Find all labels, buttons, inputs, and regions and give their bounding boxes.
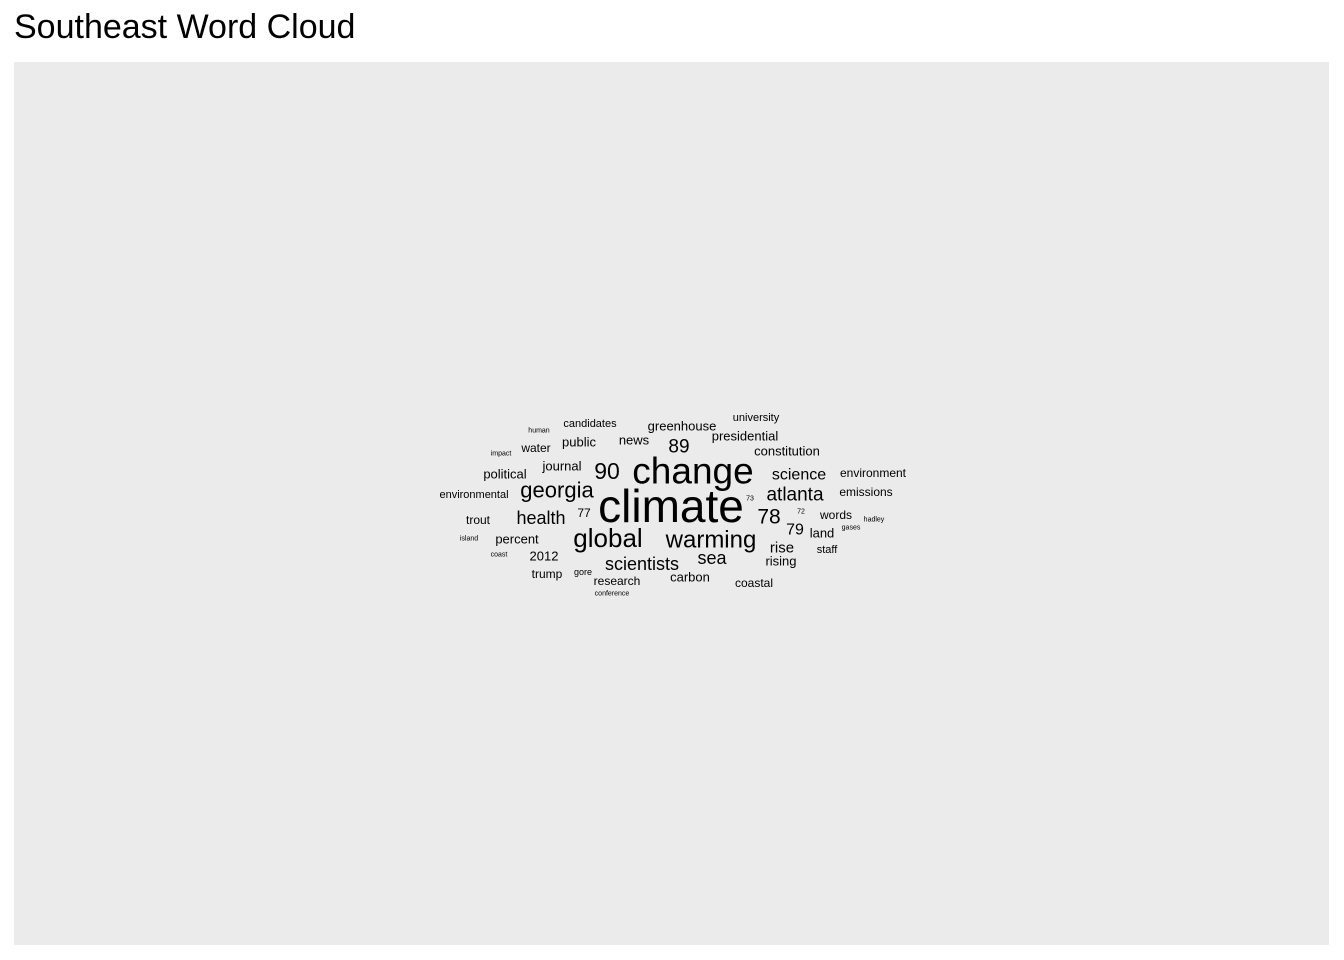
word-gore: gore bbox=[574, 567, 592, 577]
word-georgia: georgia bbox=[520, 478, 594, 503]
word-sea: sea bbox=[697, 548, 727, 568]
word-77: 77 bbox=[577, 506, 591, 520]
word-presidential: presidential bbox=[712, 429, 779, 444]
word-water: water bbox=[520, 441, 550, 455]
word-journal: journal bbox=[541, 459, 581, 474]
word-research: research bbox=[594, 574, 641, 588]
word-gases: gases bbox=[842, 525, 861, 532]
word-news: news bbox=[619, 433, 650, 448]
word-words: words bbox=[819, 508, 852, 522]
chart-title: Southeast Word Cloud bbox=[14, 8, 356, 46]
word-atlanta: atlanta bbox=[766, 485, 823, 506]
word-human: human bbox=[528, 428, 550, 435]
word-percent: percent bbox=[495, 532, 539, 547]
word-island: island bbox=[460, 536, 478, 543]
panel-background bbox=[14, 62, 1329, 945]
word-90: 90 bbox=[594, 458, 620, 484]
word-72: 72 bbox=[797, 509, 805, 516]
word-rise: rise bbox=[770, 540, 794, 557]
word-global: global bbox=[573, 523, 642, 553]
word-science: science bbox=[772, 467, 826, 484]
word-scientists: scientists bbox=[605, 554, 679, 574]
word-coast: coast bbox=[491, 552, 508, 559]
word-staff: staff bbox=[817, 544, 839, 556]
word-coastal: coastal bbox=[735, 576, 773, 590]
word-change: change bbox=[632, 451, 753, 492]
word-emissions: emissions bbox=[839, 485, 892, 499]
word-university: university bbox=[733, 412, 780, 424]
word-political: political bbox=[483, 467, 526, 482]
word-warming: warming bbox=[665, 527, 757, 554]
word-2012: 2012 bbox=[530, 549, 559, 564]
word-health: health bbox=[516, 508, 565, 528]
word-environmental: environmental bbox=[439, 489, 508, 501]
word-89: 89 bbox=[668, 437, 689, 458]
word-hadley: hadley bbox=[864, 517, 885, 524]
word-candidates: candidates bbox=[563, 418, 617, 430]
word-climate: climate bbox=[598, 480, 744, 532]
word-73: 73 bbox=[746, 496, 754, 503]
word-carbon: carbon bbox=[670, 570, 710, 585]
word-conference: conference bbox=[595, 591, 630, 598]
word-constitution: constitution bbox=[754, 444, 820, 459]
word-impact: impact bbox=[491, 451, 512, 458]
word-environment: environment bbox=[840, 466, 907, 480]
word-greenhouse: greenhouse bbox=[648, 419, 717, 434]
word-rising: rising bbox=[765, 554, 796, 569]
word-trump: trump bbox=[532, 567, 563, 581]
word-78: 78 bbox=[757, 506, 780, 529]
word-79: 79 bbox=[786, 522, 804, 539]
word-trout: trout bbox=[466, 513, 491, 527]
word-public: public bbox=[562, 435, 596, 450]
word-land: land bbox=[810, 526, 835, 541]
